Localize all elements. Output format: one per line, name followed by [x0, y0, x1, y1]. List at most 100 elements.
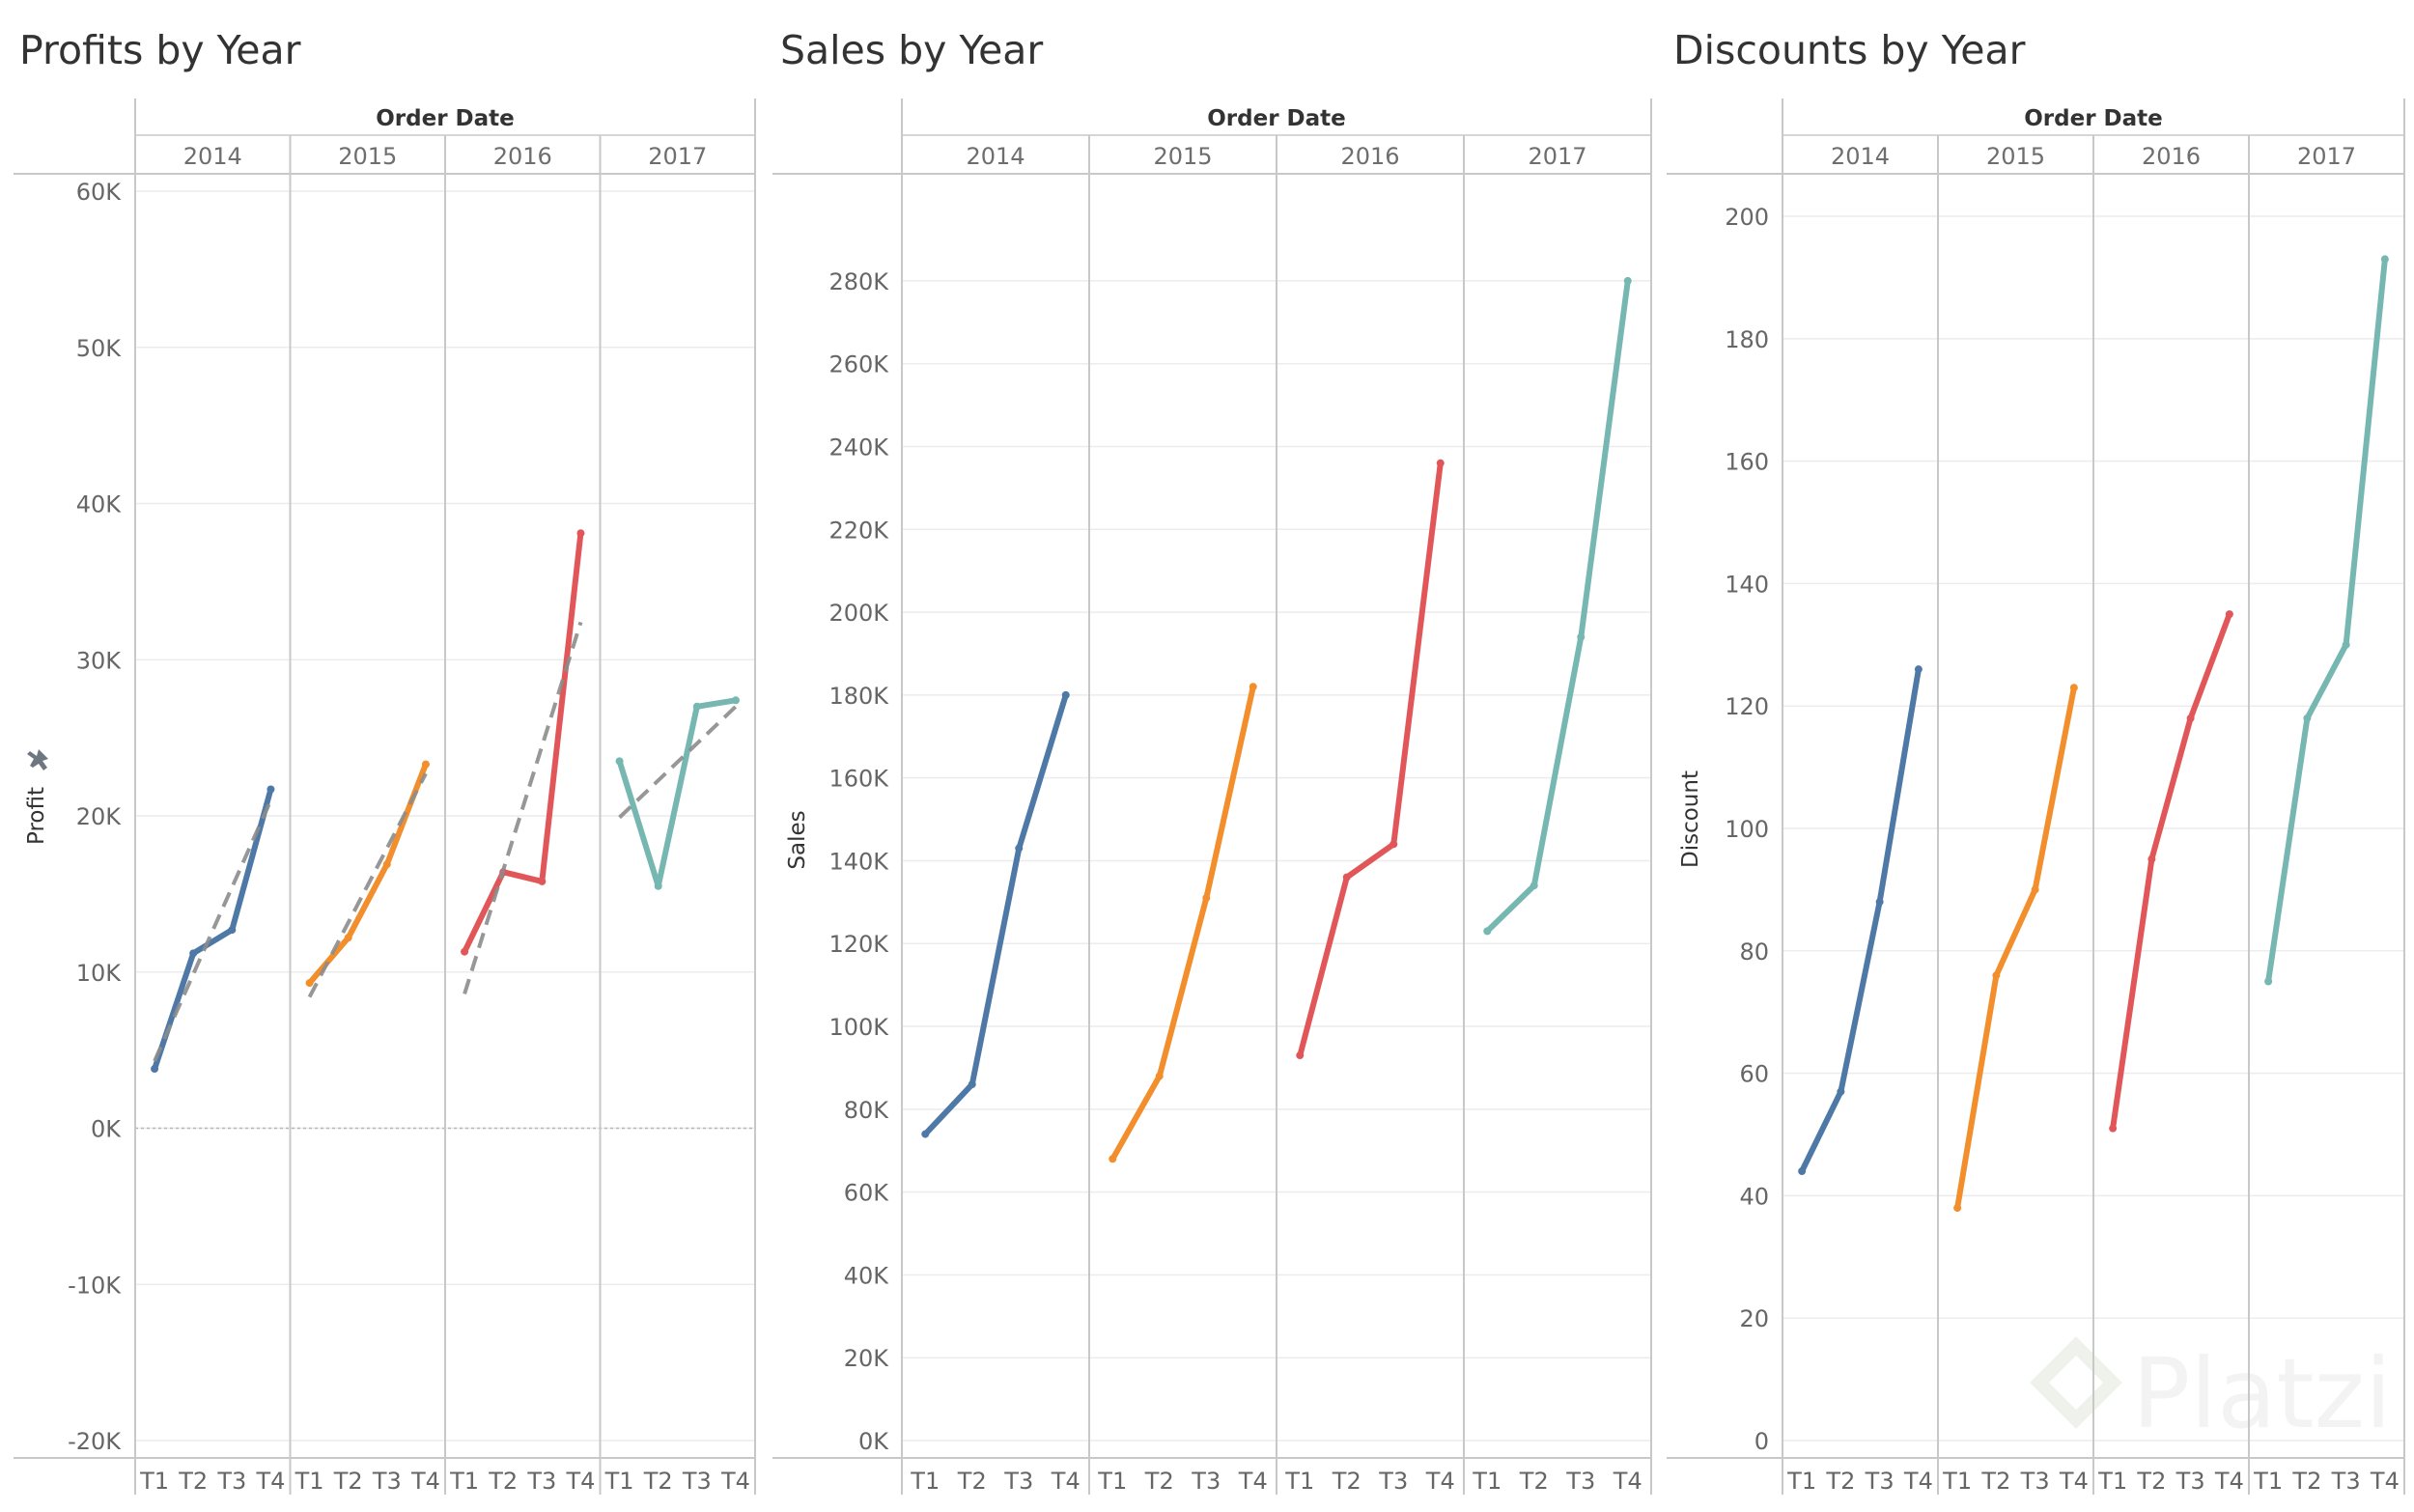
data-point-2015[interactable] — [344, 934, 352, 942]
data-point-2017[interactable] — [2342, 640, 2350, 649]
y-tick-label: 60 — [1739, 1061, 1769, 1088]
data-point-2015[interactable] — [2031, 885, 2039, 894]
y-tick-label: 200 — [1725, 204, 1769, 231]
data-point-2016[interactable] — [1436, 459, 1445, 467]
data-point-2017[interactable] — [1530, 882, 1538, 890]
quarter-label: T3 — [2175, 1468, 2205, 1495]
quarter-label: T2 — [1980, 1468, 2010, 1495]
quarter-label: T3 — [2331, 1468, 2361, 1495]
y-tick-label: 120K — [828, 931, 889, 958]
data-point-2016[interactable] — [2147, 854, 2156, 863]
data-point-2017[interactable] — [731, 696, 740, 705]
data-point-2016[interactable] — [1296, 1051, 1305, 1060]
data-point-2015[interactable] — [1992, 971, 2001, 980]
series-line-2014[interactable] — [1799, 666, 1922, 1174]
year-header-2015: 2015 — [1153, 143, 1212, 170]
data-point-2014[interactable] — [968, 1080, 976, 1089]
data-point-2017[interactable] — [2264, 977, 2273, 986]
data-point-2016[interactable] — [461, 947, 469, 956]
data-point-2016[interactable] — [2225, 610, 2233, 619]
data-point-2014[interactable] — [1061, 690, 1070, 699]
quarter-label: T1 — [1942, 1468, 1972, 1495]
series-line-2015[interactable] — [306, 761, 429, 987]
y-tick-label: 260K — [828, 351, 889, 378]
data-point-2014[interactable] — [228, 926, 237, 935]
data-point-2015[interactable] — [1953, 1204, 1962, 1213]
data-point-2015[interactable] — [2069, 684, 2078, 692]
data-point-2015[interactable] — [1249, 683, 1257, 691]
series-line-2016[interactable] — [1297, 460, 1444, 1059]
data-point-2016[interactable] — [1389, 840, 1398, 849]
series-line-2014[interactable] — [922, 691, 1069, 1137]
series-line-2015[interactable] — [1954, 685, 2077, 1212]
y-tick-label: 80 — [1739, 938, 1769, 966]
year-header-2014: 2014 — [1831, 143, 1890, 170]
trend-line-2017[interactable] — [618, 705, 738, 820]
series-line-2017[interactable] — [1484, 277, 1631, 935]
data-point-2014[interactable] — [921, 1130, 930, 1138]
quarter-label: T2 — [957, 1468, 987, 1495]
data-point-2017[interactable] — [1483, 927, 1492, 936]
data-point-2014[interactable] — [1798, 1167, 1807, 1176]
quarter-label: T1 — [139, 1468, 169, 1495]
data-point-2014[interactable] — [1914, 665, 1923, 674]
pin-icon[interactable] — [27, 749, 48, 770]
data-point-2014[interactable] — [151, 1065, 159, 1074]
data-point-2017[interactable] — [2380, 255, 2389, 264]
quarter-label: T2 — [643, 1468, 673, 1495]
data-point-2017[interactable] — [615, 757, 624, 766]
quarter-label: T2 — [333, 1468, 363, 1495]
data-point-2016[interactable] — [538, 877, 547, 885]
quarter-label: T1 — [295, 1468, 324, 1495]
data-point-2014[interactable] — [1837, 1087, 1845, 1096]
year-header-2015: 2015 — [1986, 143, 2045, 170]
data-point-2014[interactable] — [267, 785, 275, 794]
data-point-2017[interactable] — [1623, 276, 1632, 285]
series-line-2014[interactable] — [152, 786, 274, 1072]
data-point-2015[interactable] — [421, 760, 430, 769]
series-line-2017[interactable] — [2265, 256, 2388, 985]
quarter-label: T2 — [178, 1468, 208, 1495]
quarter-label: T2 — [2136, 1468, 2166, 1495]
data-point-2017[interactable] — [1577, 632, 1586, 641]
quarter-label: T2 — [1519, 1468, 1549, 1495]
data-point-2014[interactable] — [1875, 898, 1884, 907]
y-tick-label: 0K — [858, 1428, 889, 1455]
data-point-2017[interactable] — [692, 702, 701, 711]
data-point-2014[interactable] — [1015, 844, 1024, 853]
y-tick-label: 280K — [828, 268, 889, 295]
series-line-2016[interactable] — [462, 530, 584, 955]
data-point-2015[interactable] — [305, 979, 314, 988]
series-line-2015[interactable] — [1109, 684, 1256, 1162]
quarter-label: T1 — [1097, 1468, 1127, 1495]
y-tick-label: 120 — [1725, 693, 1769, 720]
series-line-2016[interactable] — [2110, 611, 2232, 1132]
data-point-2017[interactable] — [2303, 714, 2312, 722]
data-point-2015[interactable] — [1109, 1155, 1117, 1163]
quarter-label: T4 — [1238, 1468, 1268, 1495]
quarter-label: T3 — [1191, 1468, 1221, 1495]
trend-line-2016[interactable] — [463, 621, 583, 994]
quarter-label: T1 — [1284, 1468, 1314, 1495]
data-point-2016[interactable] — [1342, 873, 1351, 882]
data-point-2017[interactable] — [654, 882, 662, 890]
y-tick-label: 100K — [828, 1014, 889, 1041]
year-header-2016: 2016 — [2142, 143, 2201, 170]
trend-line-2015[interactable] — [307, 772, 428, 998]
data-point-2016[interactable] — [2186, 714, 2195, 722]
quarter-label: T2 — [1825, 1468, 1855, 1495]
chart-title: Sales by Year — [780, 27, 1043, 73]
data-point-2016[interactable] — [2109, 1124, 2118, 1133]
y-tick-label: 60K — [844, 1180, 890, 1207]
y-axis-title: Discount — [1678, 770, 1703, 868]
data-point-2015[interactable] — [1155, 1072, 1164, 1080]
data-point-2015[interactable] — [1202, 894, 1211, 903]
quarter-label: T1 — [604, 1468, 634, 1495]
chart-panel-3: Discounts by Year Order Date 2014 2015 2016 2… — [1667, 27, 2405, 1495]
y-tick-label: 40 — [1739, 1183, 1769, 1210]
series-line-2017[interactable] — [616, 697, 739, 889]
data-point-2016[interactable] — [576, 529, 585, 538]
data-point-2014[interactable] — [189, 949, 198, 958]
data-point-2015[interactable] — [382, 860, 391, 869]
